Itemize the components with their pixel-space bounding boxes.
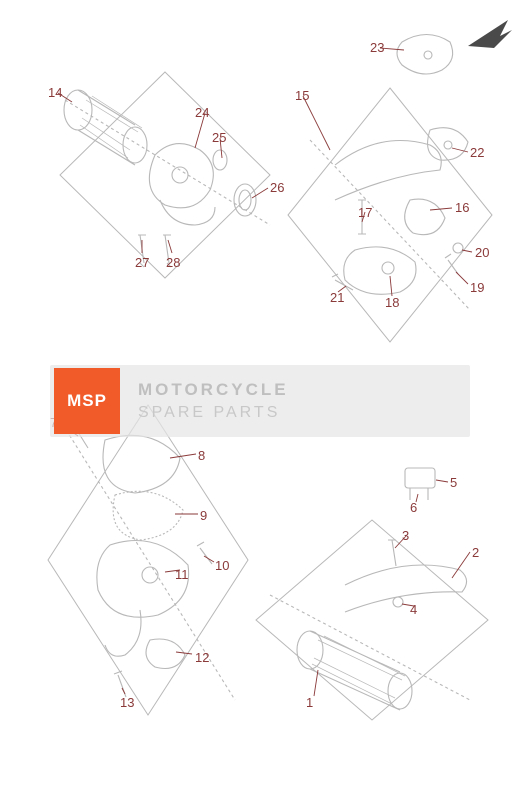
callout-8: 8 [198, 448, 205, 463]
callout-4: 4 [410, 602, 417, 617]
callout-11: 11 [175, 567, 189, 582]
callout-6: 6 [410, 500, 417, 515]
watermark-badge-text: MSP [67, 391, 107, 411]
callout-9: 9 [200, 508, 207, 523]
callout-22: 22 [470, 145, 484, 160]
callout-19: 19 [470, 280, 484, 295]
watermark-text: MOTORCYCLE SPARE PARTS [138, 378, 289, 424]
callout-2: 2 [472, 545, 479, 560]
callout-13: 13 [120, 695, 134, 710]
watermark-line2: SPARE PARTS [138, 402, 289, 424]
callout-25: 25 [212, 130, 226, 145]
watermark: MSP MOTORCYCLE SPARE PARTS [50, 365, 470, 437]
callout-3: 3 [402, 528, 409, 543]
callout-24: 24 [195, 105, 209, 120]
callout-14: 14 [48, 85, 62, 100]
callout-26: 26 [270, 180, 284, 195]
callout-16: 16 [455, 200, 469, 215]
callout-17: 17 [358, 205, 372, 220]
callout-21: 21 [330, 290, 344, 305]
watermark-badge: MSP [54, 368, 120, 434]
callout-18: 18 [385, 295, 399, 310]
callout-10: 10 [215, 558, 229, 573]
watermark-line1: MOTORCYCLE [138, 378, 289, 402]
callout-27: 27 [135, 255, 149, 270]
callout-28: 28 [166, 255, 180, 270]
callout-12: 12 [195, 650, 209, 665]
callout-23: 23 [370, 40, 384, 55]
callout-5: 5 [450, 475, 457, 490]
callout-20: 20 [475, 245, 489, 260]
callout-15: 15 [295, 88, 309, 103]
callout-1: 1 [306, 695, 313, 710]
direction-arrow-icon [468, 20, 512, 48]
parts-diagram: 1 2 3 4 5 6 7 8 9 10 11 12 13 14 15 16 1… [0, 0, 520, 800]
